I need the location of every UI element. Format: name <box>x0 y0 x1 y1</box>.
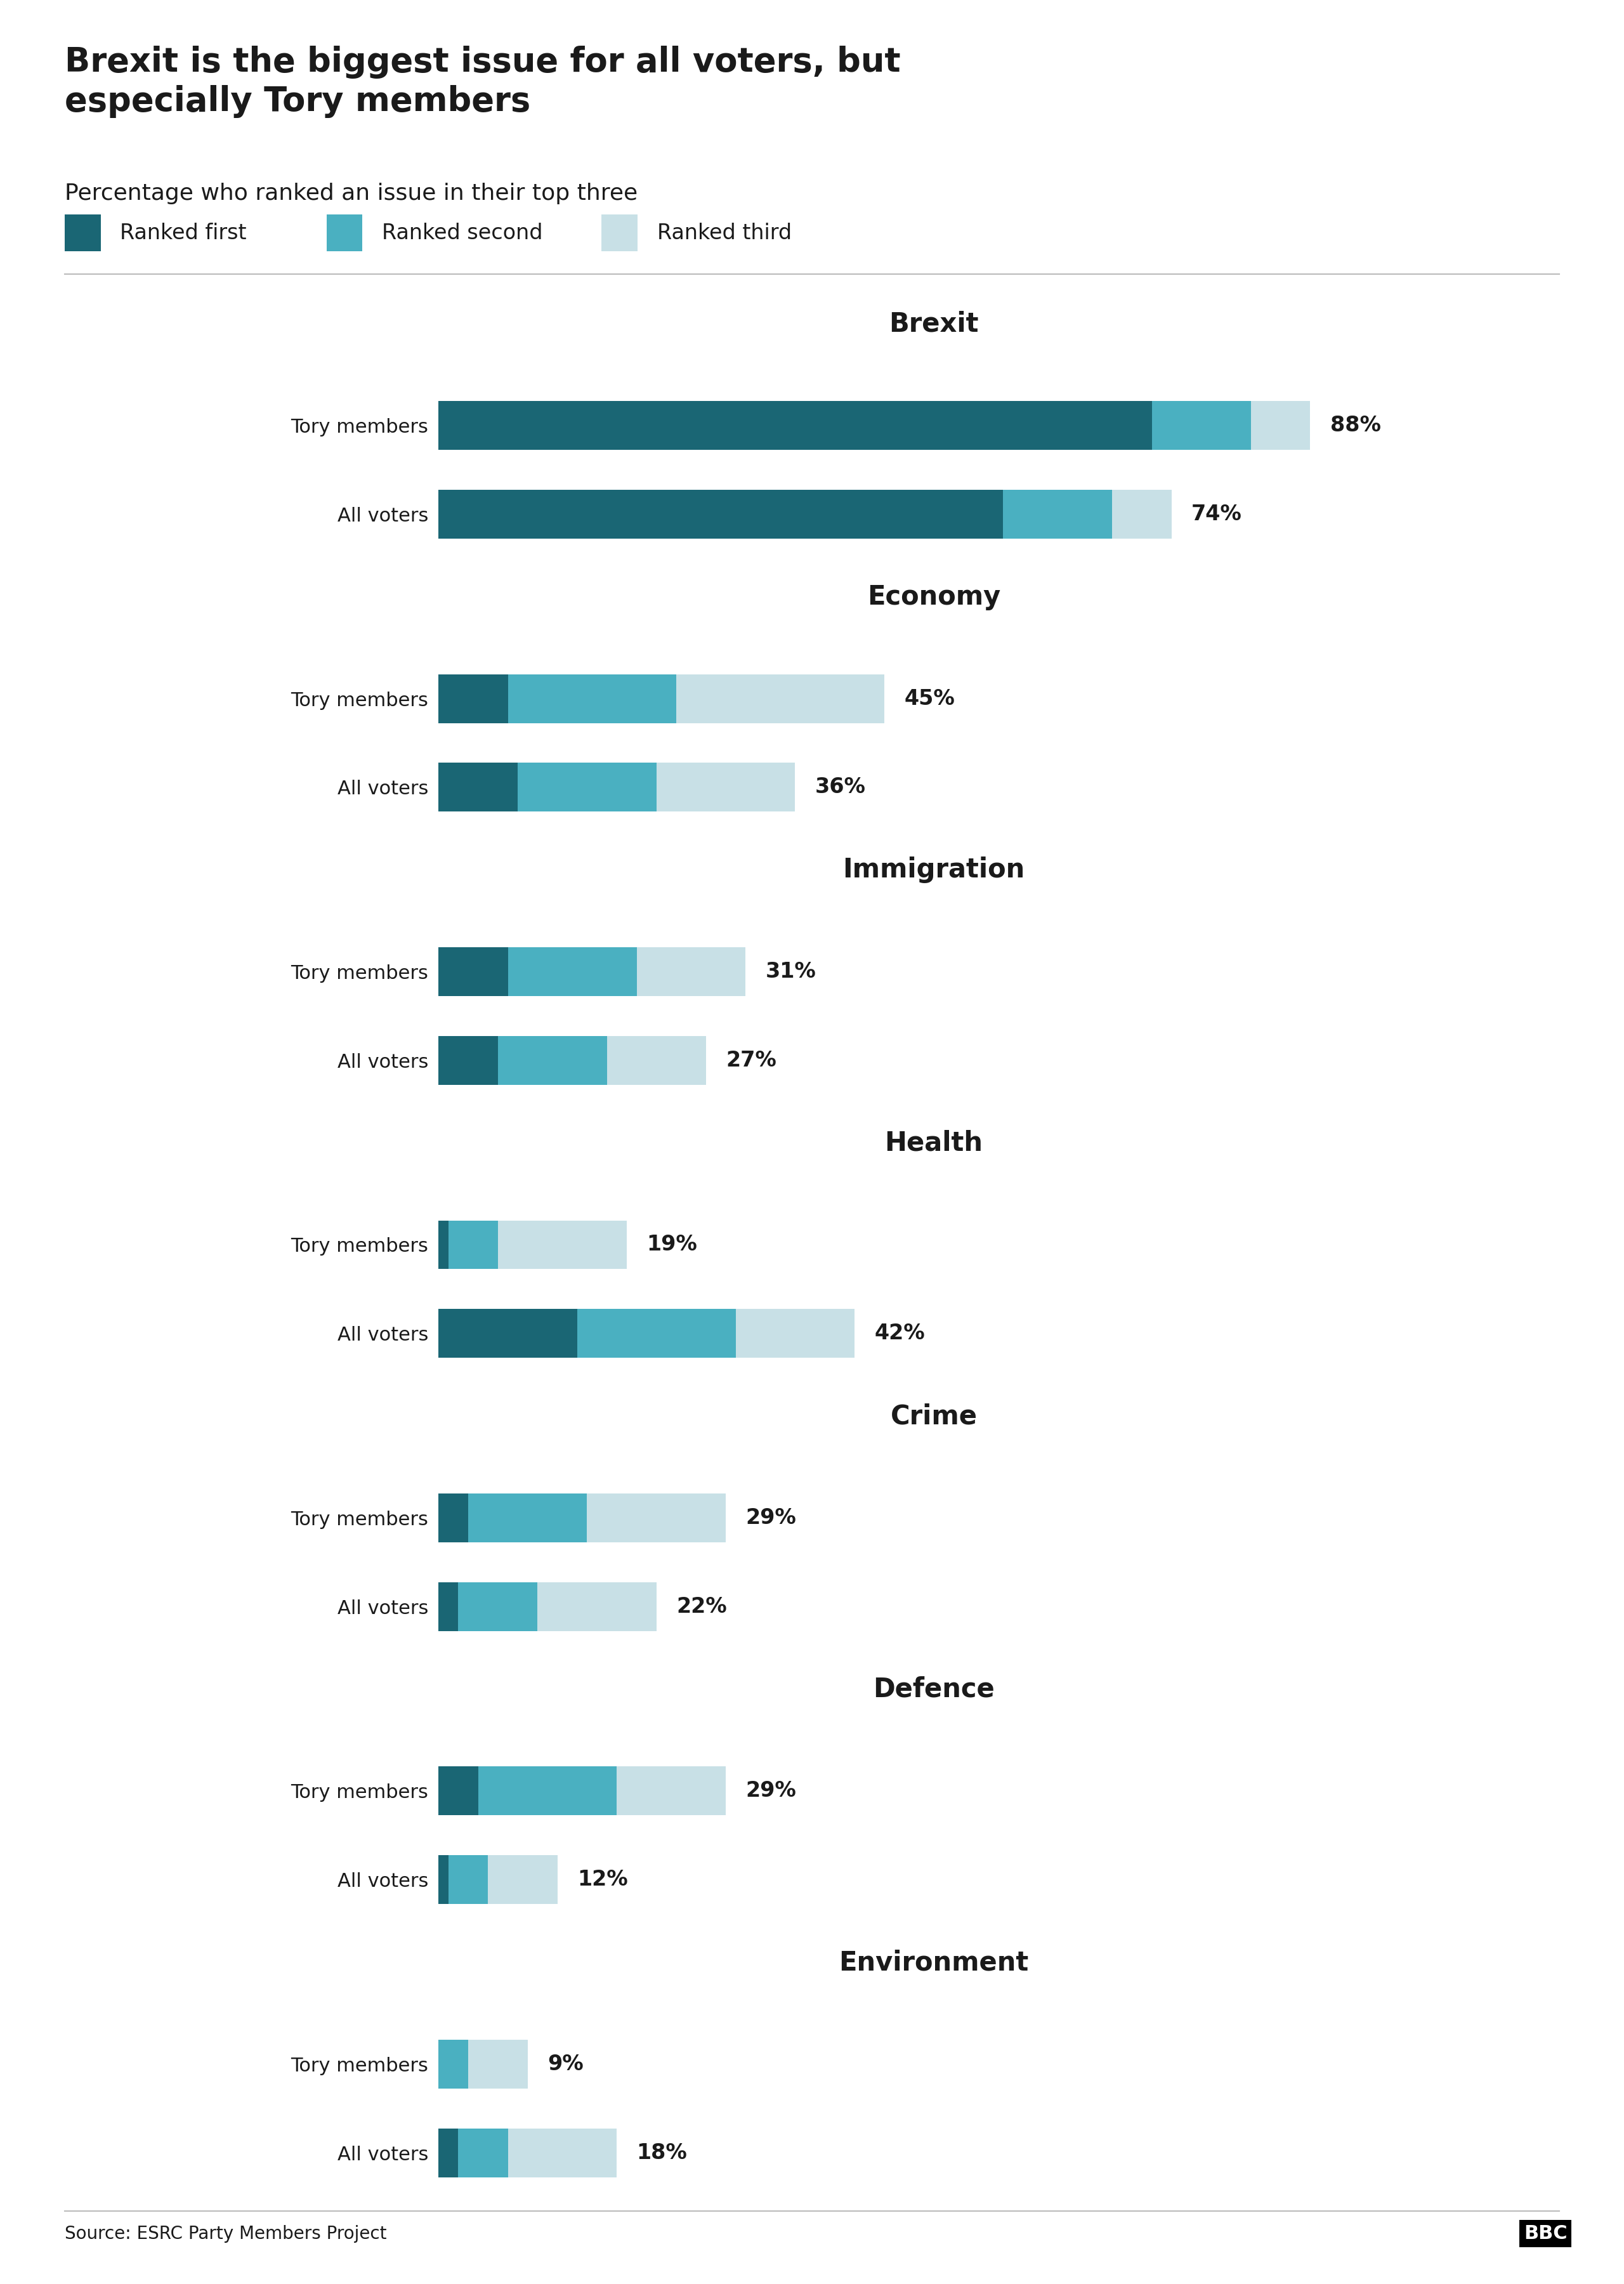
Bar <box>438 489 1004 539</box>
Bar <box>458 2129 508 2177</box>
Bar <box>477 1766 617 1816</box>
Text: Environment: Environment <box>840 1948 1028 1976</box>
Text: Economy: Economy <box>867 582 1000 610</box>
Bar <box>736 1309 854 1359</box>
Text: Ranked second: Ranked second <box>382 222 542 244</box>
Text: 19%: 19% <box>646 1233 697 1256</box>
Bar <box>448 1220 499 1270</box>
Bar <box>438 1037 499 1085</box>
Bar <box>1151 402 1250 450</box>
Bar <box>458 1583 538 1631</box>
Bar <box>508 2129 617 2177</box>
Text: Source: ESRC Party Members Project: Source: ESRC Party Members Project <box>65 2225 387 2243</box>
Bar <box>518 763 656 811</box>
Bar <box>617 1766 726 1816</box>
Text: BBC: BBC <box>1523 2225 1567 2243</box>
Text: 12%: 12% <box>577 1868 628 1891</box>
Bar <box>499 1037 607 1085</box>
Text: 29%: 29% <box>745 1782 796 1802</box>
Text: Defence: Defence <box>874 1676 994 1702</box>
Text: 27%: 27% <box>726 1051 776 1071</box>
Bar <box>577 1309 736 1359</box>
Bar <box>448 1855 489 1905</box>
Text: 36%: 36% <box>815 777 866 797</box>
Bar <box>1250 402 1311 450</box>
Bar <box>1004 489 1112 539</box>
Bar <box>538 1583 656 1631</box>
Text: 18%: 18% <box>637 2142 687 2163</box>
Bar <box>508 674 676 724</box>
Bar <box>438 674 508 724</box>
Bar <box>438 2040 468 2088</box>
Text: Brexit: Brexit <box>888 311 979 338</box>
Bar <box>438 763 518 811</box>
Bar <box>1112 489 1171 539</box>
Bar <box>438 1766 477 1816</box>
Text: 45%: 45% <box>905 687 955 708</box>
Bar <box>438 2129 458 2177</box>
Bar <box>637 948 745 996</box>
Bar <box>656 763 796 811</box>
Bar <box>499 1220 627 1270</box>
Bar <box>489 1855 557 1905</box>
Bar <box>438 1855 448 1905</box>
Bar <box>607 1037 706 1085</box>
Text: Health: Health <box>885 1131 983 1156</box>
Text: Brexit is the biggest issue for all voters, but
especially Tory members: Brexit is the biggest issue for all vote… <box>65 46 901 119</box>
Text: 29%: 29% <box>745 1507 796 1528</box>
Text: Ranked first: Ranked first <box>120 222 247 244</box>
Text: Immigration: Immigration <box>843 856 1025 884</box>
Bar <box>468 1494 588 1542</box>
Text: 22%: 22% <box>676 1597 728 1617</box>
Bar <box>438 948 508 996</box>
Bar <box>438 402 1151 450</box>
Text: 74%: 74% <box>1192 505 1242 525</box>
Bar <box>508 948 637 996</box>
Text: Percentage who ranked an issue in their top three: Percentage who ranked an issue in their … <box>65 183 638 203</box>
Bar <box>676 674 885 724</box>
Bar <box>438 1583 458 1631</box>
Bar <box>438 1220 448 1270</box>
Text: 9%: 9% <box>547 2053 583 2074</box>
Text: Ranked third: Ranked third <box>658 222 791 244</box>
Text: 42%: 42% <box>874 1322 926 1343</box>
Text: Crime: Crime <box>890 1402 978 1430</box>
Text: 31%: 31% <box>765 962 815 982</box>
Bar <box>468 2040 528 2088</box>
Text: 88%: 88% <box>1330 416 1380 436</box>
Bar <box>438 1309 577 1359</box>
Bar <box>438 1494 468 1542</box>
Bar <box>588 1494 726 1542</box>
